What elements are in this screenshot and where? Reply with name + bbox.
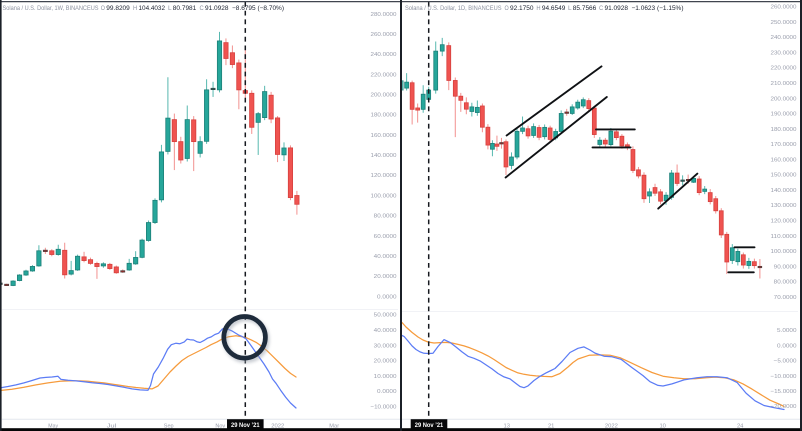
- svg-text:104.4032: 104.4032: [139, 5, 166, 12]
- svg-text:200.0000: 200.0000: [371, 93, 398, 99]
- svg-text:50.0000: 50.0000: [374, 313, 398, 319]
- svg-text:13: 13: [504, 424, 511, 430]
- svg-text:160.0000: 160.0000: [771, 157, 798, 163]
- svg-text:250.0000: 250.0000: [771, 20, 798, 26]
- svg-text:92.1750: 92.1750: [510, 5, 534, 12]
- svg-text:80.0000: 80.0000: [374, 214, 398, 220]
- svg-text:L: L: [568, 5, 572, 12]
- svg-text:140.0000: 140.0000: [371, 153, 398, 159]
- svg-text:Solana / U.S. Dollar, 1D, BINA: Solana / U.S. Dollar, 1D, BINANCEUS: [405, 5, 502, 12]
- svg-text:260.0000: 260.0000: [371, 32, 398, 38]
- svg-text:220.0000: 220.0000: [371, 72, 398, 78]
- svg-text:90.0000: 90.0000: [774, 264, 798, 270]
- svg-text:180.0000: 180.0000: [371, 113, 398, 119]
- svg-text:20.0000: 20.0000: [374, 274, 398, 280]
- svg-text:160.0000: 160.0000: [371, 133, 398, 139]
- svg-text:Sep: Sep: [164, 424, 174, 430]
- svg-text:Solana / U.S. Dollar, 1W, BINA: Solana / U.S. Dollar, 1W, BINANCEUS: [3, 5, 99, 12]
- svg-text:110.0000: 110.0000: [771, 234, 798, 240]
- svg-text:200.0000: 200.0000: [771, 96, 798, 102]
- svg-text:80.7981: 80.7981: [173, 5, 197, 12]
- svg-text:−8.6795 (−8.70%): −8.6795 (−8.70%): [232, 5, 284, 12]
- svg-text:0.0000: 0.0000: [777, 343, 797, 349]
- svg-text:220.0000: 220.0000: [771, 66, 798, 72]
- svg-text:Mar: Mar: [329, 424, 339, 430]
- svg-text:O: O: [505, 5, 509, 12]
- svg-text:20.0000: 20.0000: [374, 359, 398, 365]
- svg-text:21: 21: [548, 424, 555, 430]
- svg-text:40.0000: 40.0000: [374, 254, 398, 260]
- svg-text:91.0928: 91.0928: [605, 5, 629, 12]
- svg-text:L: L: [168, 5, 172, 12]
- svg-text:H: H: [133, 5, 137, 12]
- svg-text:85.7566: 85.7566: [573, 5, 597, 12]
- svg-text:5.0000: 5.0000: [777, 328, 797, 334]
- svg-text:180.0000: 180.0000: [771, 127, 798, 133]
- svg-text:2022: 2022: [271, 424, 284, 430]
- svg-text:−10.0000: −10.0000: [771, 374, 798, 380]
- svg-text:10: 10: [659, 424, 666, 430]
- svg-text:May: May: [48, 424, 58, 430]
- svg-text:Jul: Jul: [107, 424, 117, 430]
- svg-text:30.0000: 30.0000: [374, 343, 398, 349]
- svg-text:130.0000: 130.0000: [771, 203, 798, 209]
- svg-text:29 Nov ’21: 29 Nov ’21: [231, 422, 260, 429]
- svg-text:C: C: [200, 5, 205, 12]
- svg-text:91.0928: 91.0928: [205, 5, 229, 12]
- svg-text:−10.0000: −10.0000: [371, 405, 398, 411]
- svg-text:280.0000: 280.0000: [371, 12, 398, 18]
- svg-text:24: 24: [737, 424, 744, 430]
- svg-text:100.0000: 100.0000: [371, 193, 398, 199]
- svg-text:−1.0623 (−1.15%): −1.0623 (−1.15%): [632, 5, 684, 12]
- svg-text:40.0000: 40.0000: [374, 328, 398, 334]
- svg-text:120.0000: 120.0000: [771, 219, 798, 225]
- svg-text:260.0000: 260.0000: [771, 5, 798, 11]
- svg-text:240.0000: 240.0000: [371, 52, 398, 58]
- svg-text:170.0000: 170.0000: [771, 142, 798, 148]
- svg-text:O: O: [101, 5, 105, 12]
- svg-text:150.0000: 150.0000: [771, 173, 798, 179]
- svg-text:140.0000: 140.0000: [771, 188, 798, 194]
- svg-text:−15.0000: −15.0000: [771, 389, 798, 395]
- svg-text:94.6549: 94.6549: [542, 5, 566, 12]
- svg-text:190.0000: 190.0000: [771, 112, 798, 118]
- svg-text:10.0000: 10.0000: [374, 374, 398, 380]
- svg-text:Nov: Nov: [215, 424, 225, 430]
- svg-text:70.0000: 70.0000: [774, 295, 798, 301]
- svg-text:80.0000: 80.0000: [774, 280, 798, 286]
- svg-text:60.0000: 60.0000: [374, 234, 398, 240]
- svg-text:C: C: [599, 5, 604, 12]
- svg-text:2022: 2022: [605, 424, 618, 430]
- svg-text:210.0000: 210.0000: [771, 81, 798, 87]
- svg-text:100.0000: 100.0000: [771, 249, 798, 255]
- svg-text:−20.0000: −20.0000: [771, 404, 798, 410]
- svg-text:120.0000: 120.0000: [371, 173, 398, 179]
- svg-text:29 Nov ’21: 29 Nov ’21: [415, 422, 444, 429]
- svg-text:240.0000: 240.0000: [771, 35, 798, 41]
- svg-text:−5.0000: −5.0000: [774, 359, 798, 365]
- svg-text:H: H: [536, 5, 540, 12]
- svg-text:0.0000: 0.0000: [377, 389, 397, 395]
- svg-text:99.8209: 99.8209: [106, 5, 130, 12]
- svg-text:230.0000: 230.0000: [771, 50, 798, 56]
- svg-text:0.0000: 0.0000: [377, 294, 397, 300]
